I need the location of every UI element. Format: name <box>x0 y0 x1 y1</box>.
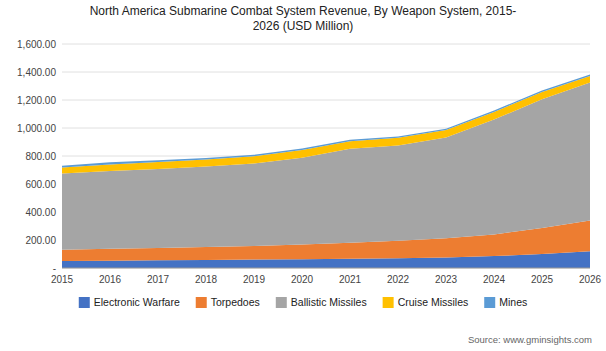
x-tick-label: 2024 <box>483 274 506 285</box>
legend-swatch <box>196 297 207 308</box>
y-tick-label: 600.00 <box>25 179 56 190</box>
legend-item: Ballistic Missiles <box>276 296 367 308</box>
legend-swatch <box>383 297 394 308</box>
y-tick-label: - <box>53 263 56 274</box>
grid-line <box>62 72 590 73</box>
x-tick-label: 2016 <box>99 274 122 285</box>
title-line: North America Submarine Combat System Re… <box>90 4 517 18</box>
legend-label: Cruise Missiles <box>398 296 469 308</box>
y-tick-label: 400.00 <box>25 207 56 218</box>
legend-label: Ballistic Missiles <box>291 296 367 308</box>
legend-swatch <box>276 297 287 308</box>
grid-line <box>62 44 590 45</box>
y-tick-label: 1,400.00 <box>17 67 56 78</box>
legend-item: Cruise Missiles <box>383 296 469 308</box>
area <box>62 75 590 168</box>
x-tick-label: 2023 <box>435 274 458 285</box>
x-tick-label: 2018 <box>195 274 218 285</box>
legend-label: Mines <box>499 296 527 308</box>
x-tick-label: 2026 <box>579 274 602 285</box>
x-tick-label: 2020 <box>291 274 314 285</box>
y-tick-label: 800.00 <box>25 151 56 162</box>
areas <box>62 75 590 268</box>
legend-label: Torpedoes <box>211 296 260 308</box>
title-line: 2026 (USD Million) <box>253 19 354 33</box>
chart: North America Submarine Combat System Re… <box>0 0 606 351</box>
x-tick-label: 2017 <box>147 274 170 285</box>
title: North America Submarine Combat System Re… <box>90 4 517 33</box>
y-tick-label: 1,600.00 <box>17 39 56 50</box>
legend: Electronic Warfare Torpedoes Ballistic Mis… <box>79 296 527 308</box>
legend-item: Torpedoes <box>196 296 260 308</box>
x-tick-label: 2019 <box>243 274 266 285</box>
x-tick-label: 2021 <box>339 274 362 285</box>
grid-line <box>62 268 590 269</box>
y-tick-label: 1,000.00 <box>17 123 56 134</box>
x-tick-label: 2022 <box>387 274 410 285</box>
grid <box>62 44 590 268</box>
x-tick-label: 2015 <box>51 274 74 285</box>
x-axis-line <box>62 268 590 269</box>
x-tick-label: 2025 <box>531 274 554 285</box>
annotation: Source: www.gminsights.com <box>468 334 592 345</box>
legend-label: Electronic Warfare <box>94 296 180 308</box>
legend-swatch <box>79 297 90 308</box>
legend-item: Electronic Warfare <box>79 296 180 308</box>
y-tick-label: 1,200.00 <box>17 95 56 106</box>
grid-line <box>62 100 590 101</box>
y-tick-label: 200.00 <box>25 235 56 246</box>
legend-item: Mines <box>484 296 527 308</box>
area <box>62 76 590 174</box>
legend-swatch <box>484 297 495 308</box>
